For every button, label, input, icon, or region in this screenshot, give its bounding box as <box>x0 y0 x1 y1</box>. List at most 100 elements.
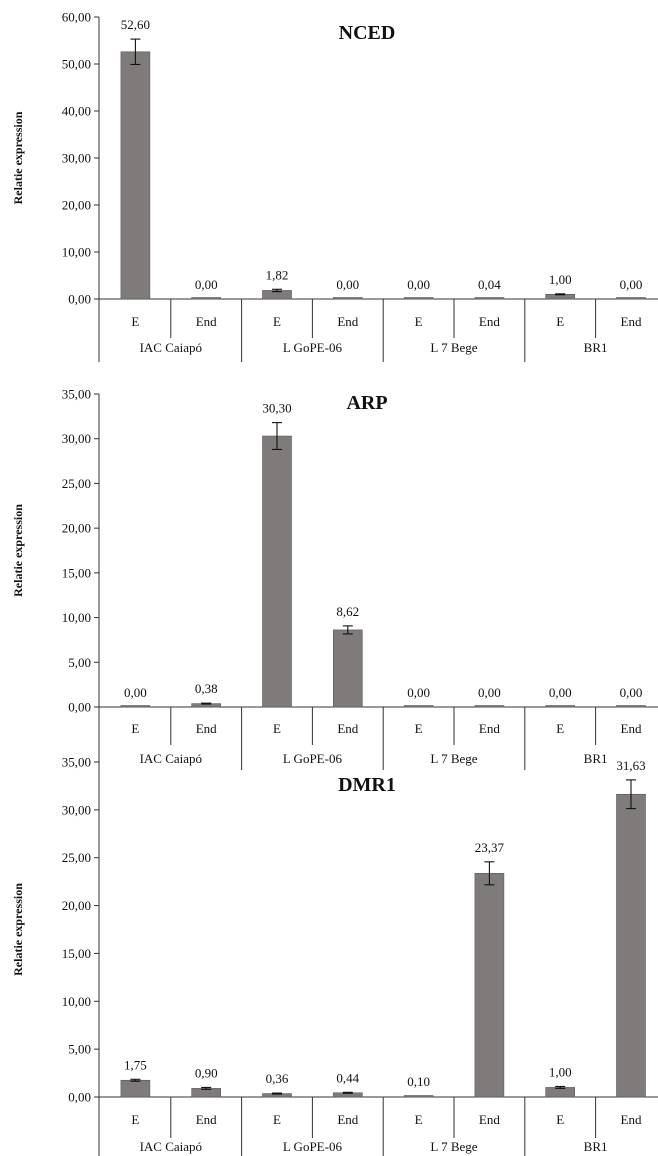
y-tick-label: 35,00 <box>62 755 91 770</box>
data-label: 0,00 <box>620 685 643 700</box>
data-label: 1,00 <box>549 1064 572 1079</box>
y-tick-label: 0,00 <box>68 1090 91 1105</box>
data-label: 0,00 <box>336 277 359 292</box>
y-tick-label: 10,00 <box>62 994 91 1009</box>
x-category-label: End <box>621 721 642 736</box>
data-label: 0,90 <box>195 1065 218 1080</box>
data-label: 0,00 <box>407 685 430 700</box>
x-group-label: BR1 <box>584 751 608 766</box>
y-axis-label: Relatie expression <box>11 504 25 597</box>
x-group-label: L 7 Bege <box>430 1139 477 1154</box>
x-category-label: End <box>337 1112 358 1127</box>
x-group-label: L 7 Bege <box>430 340 477 355</box>
y-tick-label: 15,00 <box>62 946 91 961</box>
y-tick-label: 0,00 <box>68 292 91 307</box>
data-label: 1,75 <box>124 1057 147 1072</box>
y-tick-label: 50,00 <box>62 57 91 72</box>
data-label: 30,30 <box>262 401 291 416</box>
x-category-label: End <box>479 1112 500 1127</box>
y-tick-label: 25,00 <box>62 850 91 865</box>
y-tick-label: 40,00 <box>62 104 91 119</box>
chart-title: DMR1 <box>338 774 396 796</box>
y-axis-label: Relatie expression <box>11 883 25 976</box>
data-label: 0,36 <box>266 1071 289 1086</box>
x-group-label: IAC Caiapó <box>140 751 202 766</box>
x-category-label: E <box>556 1112 564 1127</box>
chart-title: ARP <box>346 392 387 414</box>
data-label: 0,04 <box>478 277 501 292</box>
y-tick-label: 5,00 <box>68 655 91 670</box>
y-tick-label: 25,00 <box>62 476 91 491</box>
bar <box>616 297 646 300</box>
x-category-label: E <box>415 314 423 329</box>
x-category-label: E <box>556 721 564 736</box>
chart-panel-arp: ARP Relatie expression 0,00 5,00 10,00 15,00 2… <box>11 387 658 770</box>
y-tick-label: 0,00 <box>68 700 91 715</box>
data-label: 0,00 <box>478 685 501 700</box>
data-label: 0,00 <box>620 277 643 292</box>
x-group-label: IAC Caiapó <box>140 1139 202 1154</box>
x-group-label: BR1 <box>584 1139 608 1154</box>
y-tick-label: 30,00 <box>62 802 91 817</box>
x-category-label: End <box>337 721 358 736</box>
x-category-label: E <box>131 314 139 329</box>
data-label: 0,00 <box>195 277 218 292</box>
bar <box>403 705 434 708</box>
data-label: 0,10 <box>407 1074 430 1089</box>
x-group-label: L GoPE-06 <box>283 751 343 766</box>
bar <box>120 705 151 708</box>
bar <box>120 51 151 300</box>
x-category-label: E <box>273 1112 281 1127</box>
bar <box>332 297 363 300</box>
x-category-label: E <box>415 721 423 736</box>
chart-panel-nced: NCED Relatie expression 0,00 10,00 20,00 30,0… <box>11 10 658 362</box>
x-group-label: L 7 Bege <box>430 751 477 766</box>
y-tick-label: 5,00 <box>68 1042 91 1057</box>
bar <box>120 1079 151 1098</box>
y-tick-label: 60,00 <box>62 10 91 25</box>
x-category-label: End <box>479 721 500 736</box>
data-label: 0,38 <box>195 681 218 696</box>
x-category-label: E <box>415 1112 423 1127</box>
x-group-label: L GoPE-06 <box>283 1139 343 1154</box>
x-category-label: End <box>337 314 358 329</box>
y-tick-label: 35,00 <box>62 387 91 402</box>
data-label: 1,82 <box>266 267 289 282</box>
bar <box>403 297 434 300</box>
x-category-label: E <box>273 314 281 329</box>
x-category-label: End <box>621 1112 642 1127</box>
x-category-label: End <box>196 314 217 329</box>
y-tick-label: 15,00 <box>62 565 91 580</box>
y-tick-label: 30,00 <box>62 151 91 166</box>
bar <box>474 297 505 300</box>
x-group-label: L GoPE-06 <box>283 340 343 355</box>
x-category-label: E <box>131 721 139 736</box>
y-tick-label: 20,00 <box>62 198 91 213</box>
data-label: 0,00 <box>407 277 430 292</box>
data-label: 23,37 <box>475 840 505 855</box>
data-label: 0,00 <box>124 685 147 700</box>
data-label: 0,00 <box>549 685 572 700</box>
x-category-label: E <box>556 314 564 329</box>
y-axis-label: Relatie expression <box>11 111 25 204</box>
bar <box>191 297 221 300</box>
bar <box>616 705 646 708</box>
bar <box>262 435 292 708</box>
x-category-label: End <box>196 721 217 736</box>
data-label: 1,00 <box>549 272 572 287</box>
bar <box>474 705 505 708</box>
y-tick-label: 20,00 <box>62 898 91 913</box>
y-tick-label: 30,00 <box>62 431 91 446</box>
data-label: 0,44 <box>336 1070 359 1085</box>
chart-panel-dmr1: DMR1 Relatie expression 0,00 5,00 10,00 15,00… <box>11 755 658 1156</box>
x-category-label: End <box>621 314 642 329</box>
x-category-label: E <box>131 1112 139 1127</box>
data-label: 52,60 <box>121 17 150 32</box>
y-tick-label: 20,00 <box>62 521 91 536</box>
bar <box>474 873 505 1098</box>
data-label: 31,63 <box>616 758 645 773</box>
bar <box>616 793 646 1098</box>
x-group-label: IAC Caiapó <box>140 340 202 355</box>
chart-title: NCED <box>339 22 396 44</box>
